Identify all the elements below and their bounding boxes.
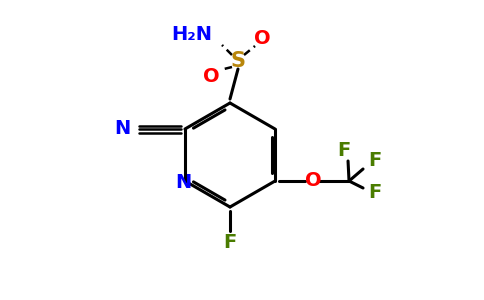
Text: N: N (175, 173, 191, 193)
Text: N: N (115, 119, 131, 139)
Text: O: O (254, 29, 270, 49)
Text: S: S (230, 51, 245, 71)
Text: H₂N: H₂N (171, 26, 212, 44)
Text: O: O (305, 172, 321, 190)
Text: F: F (224, 233, 237, 253)
Text: F: F (368, 152, 382, 170)
Text: F: F (368, 184, 382, 202)
Text: O: O (203, 68, 219, 86)
Text: F: F (337, 142, 351, 160)
